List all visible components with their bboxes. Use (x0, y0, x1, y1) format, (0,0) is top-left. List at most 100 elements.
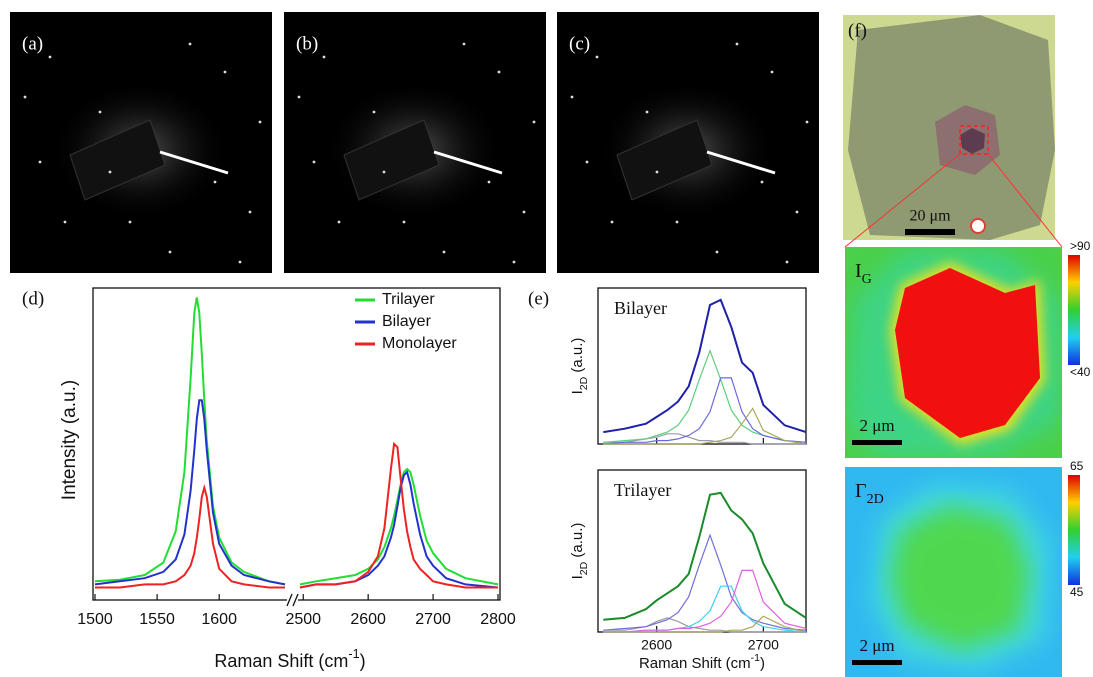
x-tick-label: 2700 (748, 637, 779, 653)
scale-bar (852, 660, 902, 665)
series-line (299, 441, 498, 589)
series-line (603, 433, 806, 445)
panel-label: (d) (22, 288, 44, 309)
series-line (95, 483, 285, 589)
colorbar (1068, 475, 1080, 585)
panel-label: (c) (569, 33, 590, 54)
series-line (603, 348, 807, 443)
label: IG (855, 260, 872, 287)
spot (223, 70, 227, 74)
scale-bar (852, 440, 902, 445)
series-line (603, 569, 807, 633)
spot (462, 42, 466, 46)
spot (297, 95, 301, 99)
diffraction-image (284, 12, 546, 273)
scale-bar-label: 2 μm (859, 416, 894, 435)
beam-stop (616, 119, 713, 201)
spot (38, 160, 42, 164)
spot (23, 95, 27, 99)
label-part: I (569, 390, 586, 394)
label-part: ) (360, 651, 366, 671)
optical-image: 20 μm (843, 15, 1063, 248)
x-tick-label: 2600 (350, 611, 386, 628)
spot (760, 180, 764, 184)
label-part: 2D (578, 376, 590, 390)
spot (98, 110, 102, 114)
label: Γ2D (855, 480, 884, 507)
beam-line (706, 150, 776, 175)
series-line (603, 491, 807, 621)
label: I2D (a.u.) (569, 523, 590, 580)
label-part: -1 (348, 647, 359, 661)
label-part: I (855, 260, 862, 282)
spot (402, 220, 406, 224)
label-part: 2D (867, 492, 884, 507)
colorbar-label: 65 (1070, 459, 1084, 473)
label-part: I (569, 575, 586, 579)
label: I2D (a.u.) (569, 338, 590, 395)
panel-label: (b) (296, 33, 318, 54)
spot (213, 180, 217, 184)
diffraction-images (10, 12, 819, 273)
label: Intensity (a.u.) (59, 380, 80, 500)
label-part: 2D (578, 561, 590, 575)
axis-break-gap (287, 594, 298, 606)
spot (795, 210, 799, 214)
spot (372, 110, 376, 114)
label: Raman Shift (cm-1) (639, 652, 765, 672)
series-line (603, 407, 807, 445)
plot-label: Trilayer (614, 480, 671, 500)
panel-label: (a) (22, 33, 43, 54)
scale-bar-label: 2 μm (859, 636, 894, 655)
label-part: G (862, 272, 872, 287)
axis-break (286, 593, 293, 607)
legend-label: Monolayer (382, 335, 457, 352)
spot (382, 170, 386, 174)
series-line (94, 297, 286, 586)
label-part: -1 (751, 652, 760, 664)
beam-line (159, 150, 229, 175)
spot (610, 220, 614, 224)
x-tick-label: 1500 (77, 611, 113, 628)
spot (63, 220, 67, 224)
spot (337, 220, 341, 224)
x-tick-label: 2600 (641, 637, 672, 653)
scale-bar-label: 20 μm (909, 208, 951, 225)
spot (785, 260, 789, 264)
series-line (603, 298, 807, 434)
spot (128, 220, 132, 224)
spot (188, 42, 192, 46)
x-tick-label: 1600 (201, 611, 237, 628)
x-tick-label: 1550 (139, 611, 175, 628)
beam-stop (69, 119, 166, 201)
spot (442, 250, 446, 254)
spot (48, 55, 52, 59)
label-part: Γ (855, 480, 867, 502)
label-part: (a.u.) (569, 338, 586, 377)
ig-map (845, 247, 1062, 458)
spot (570, 95, 574, 99)
beam-stop (343, 119, 440, 201)
label-part: Raman Shift (cm (214, 651, 348, 671)
panel-label: (f) (848, 20, 867, 41)
spot (645, 110, 649, 114)
spot (532, 120, 536, 124)
label-part: (a.u.) (569, 523, 586, 562)
spot (248, 210, 252, 214)
panel-label: (e) (528, 288, 549, 309)
legend-label: Bilayer (382, 313, 432, 330)
spot (675, 220, 679, 224)
spot (735, 42, 739, 46)
series-line (94, 399, 286, 586)
colorbar-label: <40 (1070, 365, 1091, 379)
spot (108, 170, 112, 174)
series-line (603, 377, 807, 445)
x-tick-label: 2500 (285, 611, 321, 628)
x-tick-label: 2800 (480, 611, 516, 628)
plot-label: Bilayer (614, 298, 667, 318)
label-part: ) (760, 655, 765, 672)
spot (487, 180, 491, 184)
legend-label: Trilayer (382, 291, 435, 308)
spot (168, 250, 172, 254)
